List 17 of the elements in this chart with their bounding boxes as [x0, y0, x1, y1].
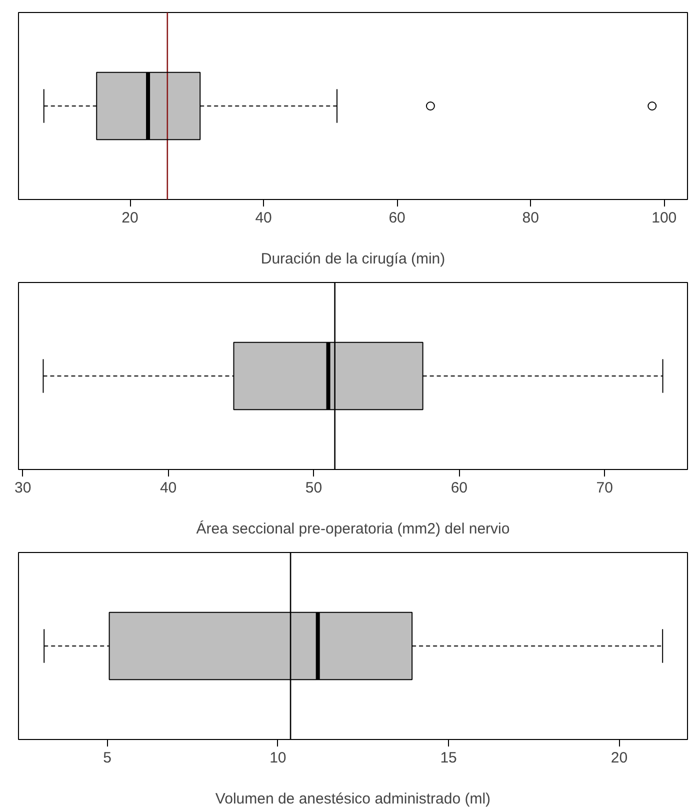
x-axis-title: Volumen de anestésico administrado (ml): [215, 790, 491, 808]
x-tick-label: 60: [450, 480, 468, 496]
x-tick-label: 40: [255, 210, 272, 226]
x-tick-label: 100: [652, 210, 677, 226]
x-tick-label: 5: [103, 750, 112, 766]
x-tick-label: 50: [305, 480, 322, 496]
x-tick-label: 30: [14, 480, 32, 496]
x-axis-title: Área seccional pre-operatoria (mm2) del nervio: [196, 520, 510, 538]
x-tick-label: 20: [610, 750, 628, 766]
x-tick-label: 80: [522, 210, 539, 226]
x-tick-label: 70: [596, 480, 613, 496]
x-tick-label: 15: [440, 750, 457, 766]
x-axis-title: Duración de la cirugía (min): [260, 250, 446, 268]
x-tick-label: 20: [122, 210, 138, 226]
x-tick-label: 40: [160, 480, 177, 496]
x-tick-label: 60: [388, 210, 406, 226]
x-tick-label: 10: [270, 750, 286, 766]
